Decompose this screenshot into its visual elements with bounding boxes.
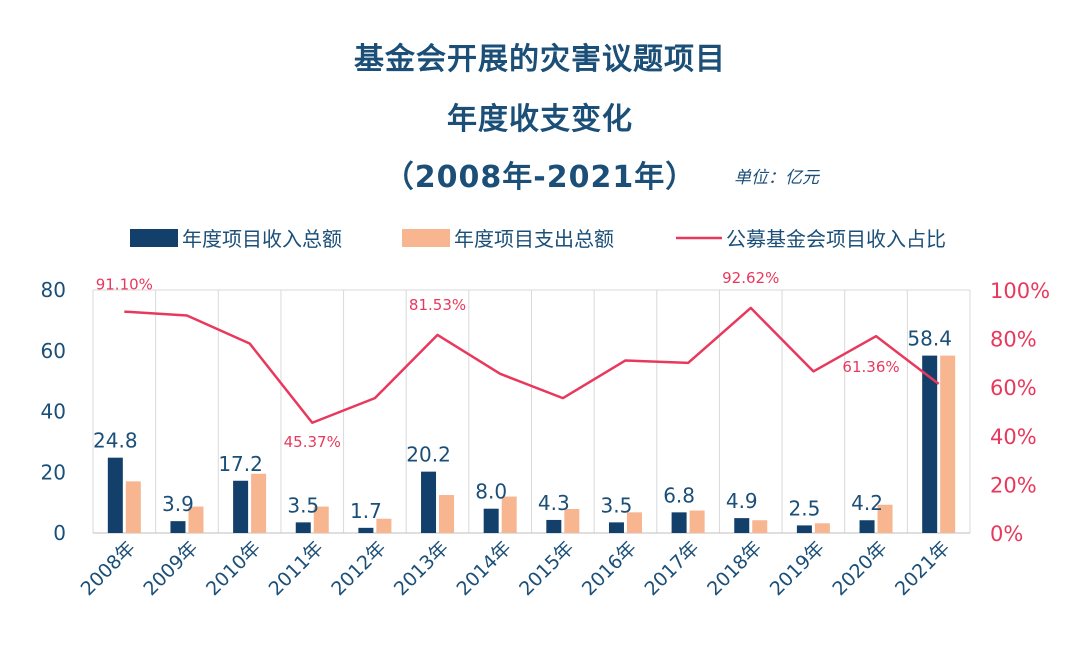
income-data-label: 4.3 [538,491,570,515]
ratio-data-label: 81.53% [409,296,466,314]
income-bar [170,521,186,533]
income-data-label: 4.2 [851,491,883,515]
income-data-label: 3.5 [287,493,319,517]
income-bar [859,520,875,533]
expense-bar [125,481,141,533]
income-bar [671,512,687,533]
income-data-label: 3.5 [601,493,633,517]
income-data-label: 8.0 [475,480,507,504]
x-category-label: 2015年 [515,537,578,600]
x-category-label: 2017年 [640,537,703,600]
x-category-label: 2018年 [703,537,766,600]
expense-bar [439,495,455,533]
income-bar [796,525,812,533]
y-right-tick-label: 100% [990,279,1050,303]
income-bar [546,519,562,533]
chart-title-line-2: 年度收支变化 [447,102,633,137]
expense-bar [752,520,768,533]
x-category-label: 2016年 [578,537,641,600]
x-category-label: 2014年 [453,537,516,600]
y-left-tick-label: 20 [41,460,66,484]
legend-expense-label: 年度项目支出总额 [454,227,614,251]
income-bar [295,522,311,533]
legend-income-swatch [130,229,178,247]
y-left-tick-label: 80 [41,278,66,302]
expense-bar [564,509,580,533]
x-category-label: 2019年 [766,537,829,600]
expense-bar [501,496,517,533]
income-bar [483,508,499,533]
income-bar [421,471,437,533]
legend-expense-swatch [402,229,450,247]
ratio-data-label: 45.37% [284,433,341,451]
income-data-label: 17.2 [218,452,263,476]
expense-bar [877,504,893,533]
income-bar [734,518,750,533]
ratio-data-label: 92.62% [722,269,779,287]
x-category-label: 2012年 [327,537,390,600]
unit-label: 单位：亿元 [734,168,819,188]
expense-bar [626,512,642,533]
x-category-label: 2021年 [891,537,954,600]
expense-bar [689,510,705,533]
y-left-tick-label: 0 [53,521,66,545]
x-category-label: 2013年 [390,537,453,600]
income-bar [107,457,123,533]
ratio-data-label: 61.36% [842,358,899,376]
y-left-tick-label: 40 [41,400,66,424]
x-category-label: 2020年 [828,537,891,600]
chart-title-line-3: （2008年-2021年） [383,160,697,195]
expense-bar [940,355,956,533]
income-data-label: 3.9 [162,492,194,516]
y-left-tick-label: 60 [41,339,66,363]
x-category-label: 2008年 [77,537,140,600]
expense-bar [814,523,830,533]
legend-income-label: 年度项目收入总额 [182,227,342,251]
x-category-label: 2009年 [139,537,202,600]
income-bar [608,522,624,533]
income-bar [922,355,938,533]
income-bar [358,527,374,533]
income-data-label: 4.9 [726,489,758,513]
y-right-tick-label: 20% [990,473,1037,497]
expense-bar [188,506,204,533]
income-data-label: 2.5 [788,496,820,520]
x-category-label: 2011年 [265,537,328,600]
y-right-tick-label: 60% [990,376,1037,400]
income-data-label: 24.8 [93,429,138,453]
expense-bar [251,473,267,533]
chart-title-line-1: 基金会开展的灾害议题项目 [354,42,726,77]
y-right-tick-label: 40% [990,425,1037,449]
income-data-label: 6.8 [663,483,695,507]
ratio-line [124,306,940,425]
expense-bar [376,518,392,533]
x-category-label: 2010年 [202,537,265,600]
income-data-label: 58.4 [907,327,952,351]
income-bar [233,480,249,533]
expense-bar [313,506,329,533]
ratio-data-label: 91.10% [96,276,153,294]
income-data-label: 20.2 [406,443,451,467]
income-data-label: 1.7 [350,499,382,523]
y-right-tick-label: 0% [990,522,1023,546]
legend-ratio-label: 公募基金会项目收入占比 [726,227,946,251]
y-right-tick-label: 80% [990,328,1037,352]
